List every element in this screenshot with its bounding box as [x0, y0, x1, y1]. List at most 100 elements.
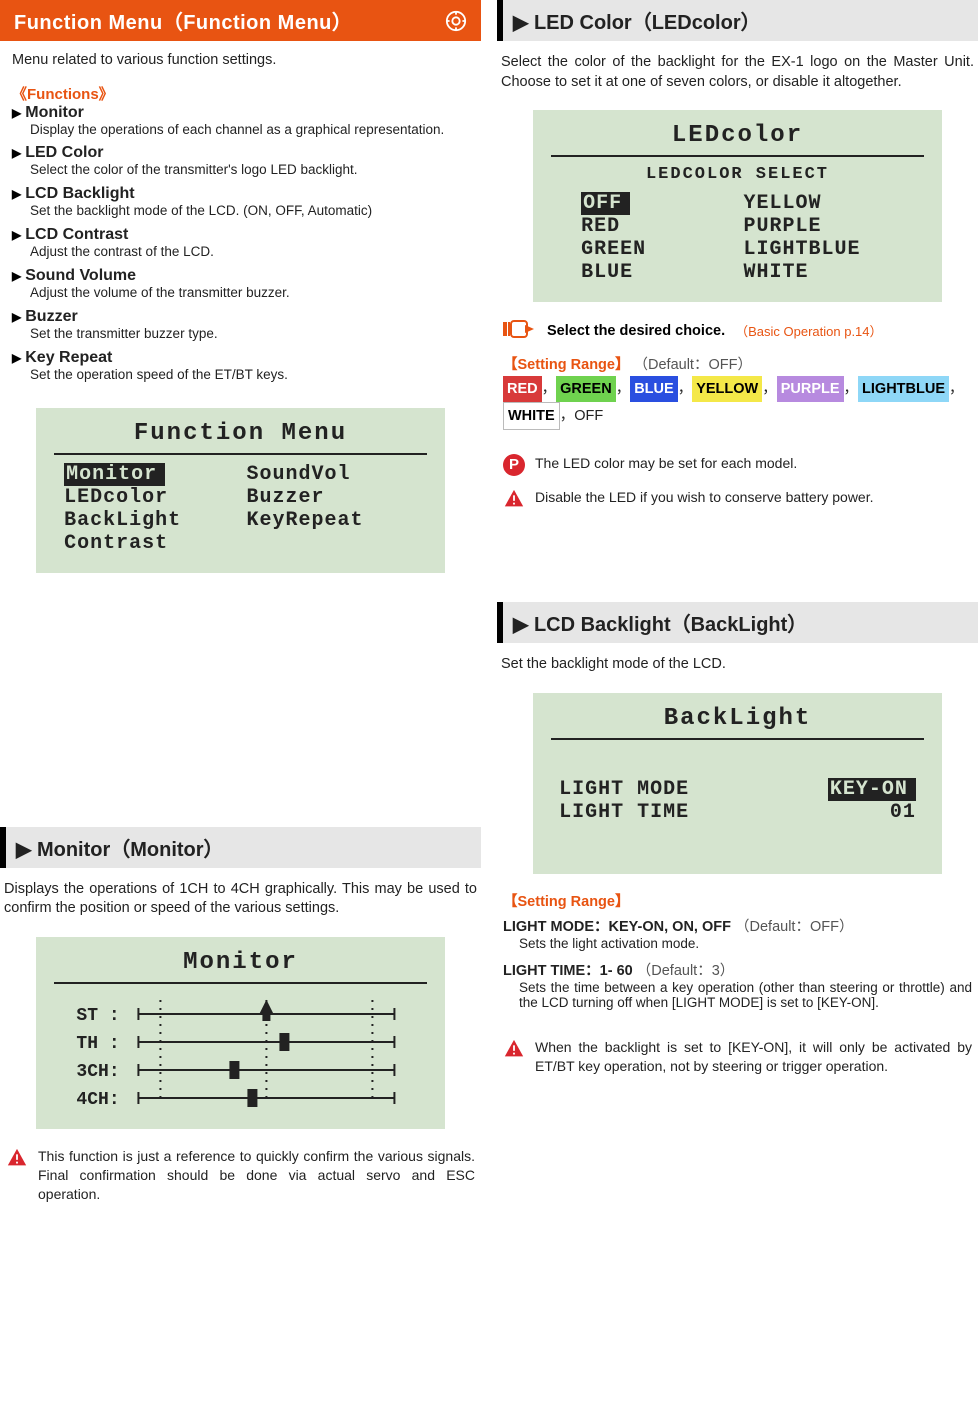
lcd-item: LIGHTBLUE	[744, 238, 894, 261]
led-setrange-default: （Default：OFF）	[634, 357, 752, 373]
led-lcd: LEDcolor LEDCOLOR SELECT OFFYELLOWREDPUR…	[533, 110, 942, 302]
backlight-row1-val: KEY-ON	[828, 778, 916, 801]
monitor-graph: ST : TH : 3CH: 4CH:	[54, 992, 427, 1112]
backlight-row1: LIGHT MODE KEY-ON	[551, 778, 924, 801]
function-item: LED Color Select the color of the transm…	[12, 144, 469, 179]
page: Function Menu（Function Menu） Menu relate…	[0, 0, 978, 1235]
menu-icon	[445, 10, 467, 32]
backlight-body: Set the backlight mode of the LCD.	[497, 655, 978, 685]
color-swatch: PURPLE	[777, 376, 844, 402]
function-item: LCD Backlight Set the backlight mode of …	[12, 185, 469, 220]
backlight-p1-default: （Default：OFF）	[735, 919, 853, 935]
backlight-setrange-title: 【Setting Range】	[503, 890, 972, 911]
svg-text:TH :: TH :	[77, 1034, 120, 1054]
left-column: Function Menu（Function Menu） Menu relate…	[0, 0, 481, 1235]
backlight-heading: ▶ LCD Backlight（BackLight）	[497, 602, 978, 643]
color-swatch: RED	[503, 376, 542, 402]
function-item: Buzzer Set the transmitter buzzer type.	[12, 308, 469, 343]
backlight-setting-range: 【Setting Range】 LIGHT MODE：KEY-ON, ON, O…	[497, 888, 978, 1020]
p-icon: P	[503, 454, 525, 476]
svg-text:3CH:: 3CH:	[77, 1062, 120, 1082]
lcd-item: GREEN	[581, 238, 731, 261]
led-colors: RED，GREEN，BLUE，YELLOW，PURPLE，LIGHTBLUE，W…	[503, 376, 972, 430]
function-desc: Set the transmitter buzzer type.	[12, 326, 469, 343]
monitor-body: Displays the operations of 1CH to 4CH gr…	[0, 880, 481, 929]
function-desc: Adjust the contrast of the LCD.	[12, 244, 469, 261]
lcd-item: Buzzer	[247, 486, 417, 509]
divider	[551, 155, 924, 157]
lcd-item: YELLOW	[744, 192, 894, 215]
backlight-lcd: BackLight LIGHT MODE KEY-ON LIGHT TIME 0…	[533, 693, 942, 874]
backlight-p2-default: （Default：3）	[637, 963, 735, 979]
function-desc: Display the operations of each channel a…	[12, 122, 469, 139]
led-note-p: P The LED color may be set for each mode…	[497, 450, 978, 484]
function-desc: Set the operation speed of the ET/BT key…	[12, 367, 469, 384]
lcd-item: BackLight	[64, 509, 234, 532]
backlight-row1-label: LIGHT MODE	[559, 778, 689, 801]
divider	[54, 982, 427, 984]
lcd-item: SoundVol	[247, 463, 417, 486]
led-note-warn: Disable the LED if you wish to conserve …	[497, 484, 978, 518]
backlight-row2-label: LIGHT TIME	[559, 801, 689, 824]
monitor-warning-text: This function is just a reference to qui…	[38, 1147, 475, 1204]
lcd-item: WHITE	[744, 261, 894, 284]
led-lcd-title: LEDcolor	[551, 120, 924, 155]
function-menu-intro: Menu related to various function setting…	[0, 41, 481, 77]
led-instr-text: Select the desired choice.	[547, 323, 725, 339]
pointer-icon	[503, 318, 537, 343]
functions-label: 《Functions》	[0, 77, 481, 104]
backlight-p2-label: LIGHT TIME：1- 60	[503, 963, 633, 979]
led-note-p-text: The LED color may be set for each model.	[535, 454, 797, 476]
function-menu-title-bar: Function Menu（Function Menu）	[0, 0, 481, 41]
lcd-item: OFF	[581, 192, 731, 215]
led-body: Select the color of the backlight for th…	[497, 53, 978, 102]
backlight-p1-body: Sets the light activation mode.	[503, 936, 972, 951]
function-menu-lcd-grid: Monitor SoundVol LEDcolor Buzzer BackLight Ke…	[54, 463, 427, 555]
lcd-item: Monitor	[64, 463, 234, 486]
led-lcd-sub: LEDCOLOR SELECT	[551, 165, 924, 184]
lcd-item: KeyRepeat	[247, 509, 417, 532]
led-instr-link[interactable]: （Basic Operation p.14）	[735, 321, 882, 340]
lcd-item: LEDcolor	[64, 486, 234, 509]
monitor-heading: ▶ Monitor（Monitor）	[0, 827, 481, 868]
led-heading: ▶ LED Color（LEDcolor）	[497, 0, 978, 41]
color-swatch: BLUE	[630, 376, 677, 402]
monitor-lcd: Monitor ST : TH : 3CH: 4CH:	[36, 937, 445, 1129]
function-desc: Select the color of the transmitter's lo…	[12, 162, 469, 179]
backlight-row2: LIGHT TIME 01	[551, 801, 924, 824]
function-menu-title: Function Menu（Function Menu）	[14, 6, 352, 35]
divider	[54, 453, 427, 455]
led-lcd-grid: OFFYELLOWREDPURPLEGREENLIGHTBLUEBLUEWHIT…	[551, 192, 924, 284]
function-name: LCD Backlight	[12, 185, 469, 203]
function-item: Sound Volume Adjust the volume of the tr…	[12, 267, 469, 302]
color-swatch: GREEN	[556, 376, 616, 402]
backlight-row2-val: 01	[890, 801, 916, 824]
monitor-lcd-title: Monitor	[54, 947, 427, 982]
lcd-item: BLUE	[581, 261, 731, 284]
lcd-item: Contrast	[64, 532, 234, 555]
function-desc: Adjust the volume of the transmitter buz…	[12, 285, 469, 302]
monitor-warning: This function is just a reference to qui…	[0, 1143, 481, 1212]
function-name: Monitor	[12, 104, 469, 122]
backlight-section: ▶ LCD Backlight（BackLight） Set the backl…	[497, 602, 978, 1083]
function-menu-lcd-title: Function Menu	[54, 418, 427, 453]
warning-icon	[6, 1147, 28, 1169]
function-name: Buzzer	[12, 308, 469, 326]
warning-icon	[503, 1038, 525, 1060]
led-instruction: Select the desired choice. （Basic Operat…	[497, 316, 978, 351]
lcd-item	[247, 532, 417, 555]
monitor-section: ▶ Monitor（Monitor） Displays the operatio…	[0, 827, 481, 1212]
svg-text:ST :: ST :	[77, 1006, 120, 1026]
color-swatch: WHITE	[503, 402, 560, 430]
led-note-warn-text: Disable the LED if you wish to conserve …	[535, 488, 874, 510]
warning-icon	[503, 488, 525, 510]
functions-list: Monitor Display the operations of each c…	[0, 104, 481, 400]
function-item: LCD Contrast Adjust the contrast of the …	[12, 226, 469, 261]
backlight-warn: When the backlight is set to [KEY-ON], i…	[497, 1034, 978, 1084]
color-swatch: LIGHTBLUE	[858, 376, 949, 402]
lcd-item: PURPLE	[744, 215, 894, 238]
backlight-warn-text: When the backlight is set to [KEY-ON], i…	[535, 1038, 972, 1076]
backlight-p1-label: LIGHT MODE：KEY-ON, ON, OFF	[503, 919, 731, 935]
function-name: Sound Volume	[12, 267, 469, 285]
function-desc: Set the backlight mode of the LCD. (ON, …	[12, 203, 469, 220]
